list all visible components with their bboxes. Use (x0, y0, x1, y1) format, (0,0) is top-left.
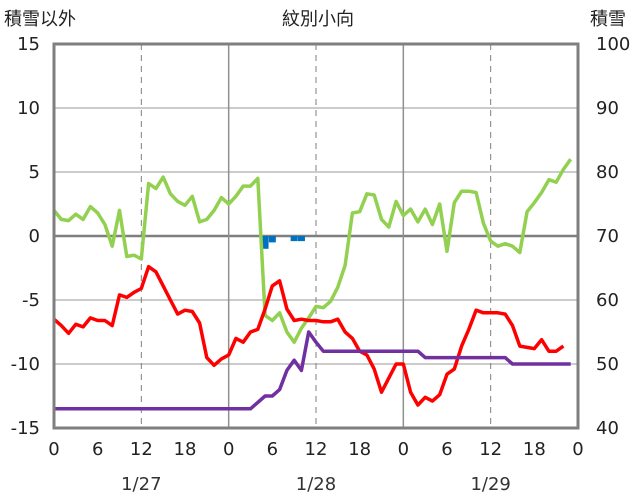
x-tick-label: 0 (48, 439, 59, 460)
left-y-tick-label: -5 (22, 290, 40, 311)
x-tick-label: 6 (92, 439, 103, 460)
right-y-tick-label: 50 (596, 354, 619, 375)
precip-bar (297, 236, 305, 242)
x-tick-label: 0 (223, 439, 234, 460)
grid-lines (54, 44, 578, 428)
right-axis-label: 積雪 (590, 9, 626, 30)
right-y-tick-label: 100 (596, 34, 630, 55)
x-tick-label: 12 (305, 439, 328, 460)
x-tick-label: 0 (572, 439, 583, 460)
left-y-tick-label: 10 (17, 98, 40, 119)
x-tick-label: 18 (523, 439, 546, 460)
date-label: 1/29 (470, 474, 510, 495)
left-y-tick-label: 15 (17, 34, 40, 55)
right-y-tick-label: 60 (596, 290, 619, 311)
x-tick-label: 12 (130, 439, 153, 460)
right-y-tick-label: 40 (596, 418, 619, 439)
line-series-2 (54, 330, 571, 411)
date-label: 1/28 (296, 474, 336, 495)
right-y-tick-label: 70 (596, 226, 619, 247)
x-tick-label: 18 (174, 439, 197, 460)
x-tick-label: 0 (398, 439, 409, 460)
x-tick-label: 6 (441, 439, 452, 460)
right-y-tick-label: 80 (596, 162, 619, 183)
x-tick-label: 12 (479, 439, 502, 460)
x-tick-label: 6 (267, 439, 278, 460)
x-tick-label: 18 (348, 439, 371, 460)
left-y-tick-label: -15 (11, 418, 40, 439)
precip-bar (290, 236, 298, 242)
plot-frame (52, 42, 580, 430)
date-label: 1/27 (121, 474, 161, 495)
left-y-tick-label: 5 (29, 162, 40, 183)
line-series-1 (52, 264, 565, 407)
line-series-group (52, 158, 573, 411)
bar-series (261, 236, 305, 249)
left-y-tick-label: 0 (29, 226, 40, 247)
chart-title: 紋別小向 (282, 9, 354, 30)
right-y-tick-label: 90 (596, 98, 619, 119)
left-y-tick-label: -10 (11, 354, 40, 375)
precip-bar (261, 236, 269, 249)
line-series-0 (52, 158, 573, 344)
left-axis-label: 積雪以外 (4, 9, 76, 30)
precip-bar (268, 236, 276, 243)
